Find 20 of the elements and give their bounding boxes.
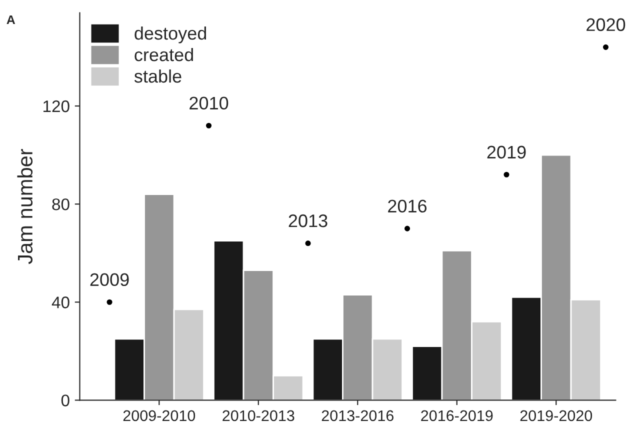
y-tick-label: 0 [61,394,70,406]
y-tick-label: 40 [52,296,70,308]
legend-label: created [134,48,193,62]
legend-label: stable [134,69,182,83]
annotation: 2016 [388,200,427,213]
annotation: 2009 [90,273,129,286]
x-tick-label: 2010-2013 [222,410,294,422]
annotation: 2010 [190,96,228,110]
annotation: 2019 [487,146,526,159]
y-axis-title: Jam number [17,148,33,264]
y-tick-label: 120 [43,100,70,112]
x-tick-label: 2009-2010 [123,410,196,422]
x-tick-label: 2016-2019 [421,410,493,422]
x-tick-label: 2019-2020 [520,410,592,422]
text: A [6,15,16,24]
legend-label: destoyed [134,26,206,44]
y-tick-label: 80 [52,198,70,210]
annotation: 2020 [586,18,626,32]
annotation: 2013 [288,214,328,228]
x-tick-label: 2013-2016 [322,410,394,422]
